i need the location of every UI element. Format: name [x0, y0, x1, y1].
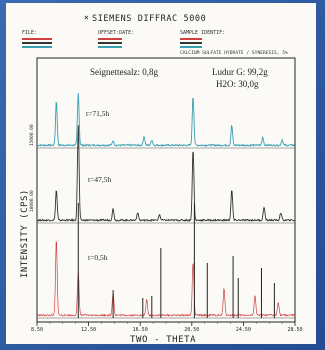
curve-label-47h: t=47,5h	[88, 175, 111, 184]
curve-label-71h: t=71,5h	[86, 109, 109, 118]
seignettesalz-annotation: Seignettesalz: 0,8g	[90, 67, 158, 77]
water-annotation: H2O: 30,0g	[216, 79, 259, 89]
sample-label: SAMPLE IDENTIF:	[180, 30, 225, 36]
series-line-0	[36, 92, 296, 148]
plot-area	[36, 92, 296, 319]
title-marker: ×	[84, 13, 89, 22]
series-line-2	[36, 241, 296, 317]
x-tick-label-1: 12.50	[81, 327, 96, 333]
x-tick-label-2: 16.50	[133, 327, 148, 333]
y-tick-label-0: 10000.00	[29, 190, 35, 212]
ludur-annotation: Ludur G: 99,2g	[212, 67, 268, 77]
y-axis-label: INTENSITY (CPS)	[20, 189, 30, 278]
x-axis-label: TWO - THETA	[130, 335, 196, 345]
series-line-1	[36, 125, 296, 223]
x-tick-label-0: 8.50	[31, 327, 43, 333]
curve-label-0h: t=0,5h	[88, 253, 108, 262]
y-tick-label-1: 15000.00	[29, 124, 35, 146]
file-legend	[22, 38, 202, 48]
x-axis-ticks: 8.50 12.50 16.50 20.50 24.50 28.50	[31, 322, 303, 333]
x-tick-label-3: 20.50	[184, 327, 199, 333]
x-tick-label-5: 28.50	[287, 327, 302, 333]
file-label: FILE:	[22, 30, 37, 36]
sample-description: CALCIUM SULFATE HYDRATE / SYNERESIS, 5%	[180, 50, 288, 56]
x-tick-label-4: 24.50	[236, 327, 251, 333]
instrument-title: SIEMENS DIFFRAC 5000	[92, 14, 206, 24]
offset-label: OFFSET:DATE:	[98, 30, 134, 36]
